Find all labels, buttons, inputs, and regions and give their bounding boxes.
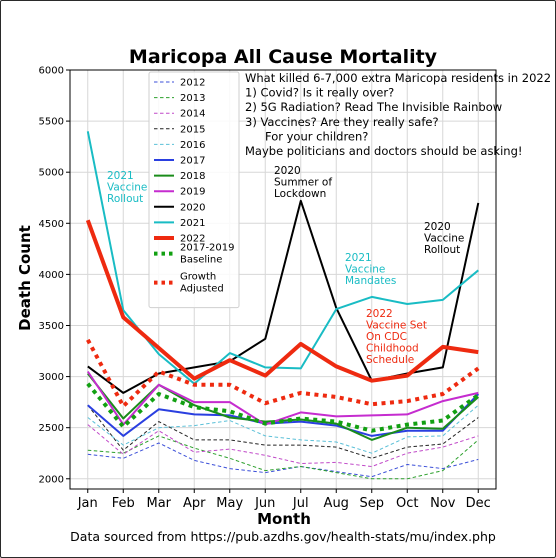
legend-label-2020: 2020 <box>180 202 205 213</box>
y-tick-label: 2500 <box>39 423 64 434</box>
series-line-2017 <box>87 393 480 437</box>
legend-label-2019: 2019 <box>180 187 205 198</box>
axes: 2000 2500 3000 3500 4000 4500 5000 5500 6000 Jan F… <box>39 66 497 511</box>
y-tick-label: 3000 <box>39 372 64 383</box>
y-tick-label: 5500 <box>39 117 64 128</box>
legend-label-2012: 2012 <box>180 78 205 89</box>
y-tick-label: 6000 <box>39 66 64 77</box>
series-line-2019 <box>86 370 479 426</box>
note-line: Maybe politicians and doctors should be … <box>245 144 522 158</box>
legend-label-2021: 2021 <box>180 218 205 229</box>
note-line: For your children? <box>265 129 368 143</box>
x-tick-label: Nov <box>430 496 456 511</box>
plot-frame <box>69 69 497 490</box>
series-line-2013 <box>87 435 479 480</box>
series-line-2022 <box>85 219 479 383</box>
series-line-2016 <box>87 404 479 454</box>
y-tick-label: 5000 <box>39 168 64 179</box>
x-tick-label: May <box>216 496 243 511</box>
legend-label-2022: 2022 <box>180 234 205 245</box>
x-tick-label: Oct <box>396 496 418 511</box>
series-line-2021 <box>86 131 479 385</box>
y-tick-label: 3500 <box>39 321 64 332</box>
note-line: 2) 5G Radiation? Read The Invisible Rain… <box>245 100 502 114</box>
annotation-2021-vaccine-mandates: 2021 Vaccine Mandates <box>345 252 396 287</box>
series-line-2017-2019-baseline <box>86 382 480 433</box>
legend-label-2017: 2017 <box>180 156 205 167</box>
note-line: 3) Vaccines? Are they really safe? <box>245 115 439 129</box>
y-axis-label: Death Count <box>16 225 34 331</box>
y-tick-label: 4000 <box>39 270 64 281</box>
note-line: 1) Covid? Is it really over? <box>245 86 394 100</box>
legend-label-growth-adjusted: Growth Adjusted <box>180 272 224 295</box>
x-tick-label: Mar <box>146 496 171 511</box>
legend-label-2014: 2014 <box>180 109 205 120</box>
note-line: What killed 6-7,000 extra Maricopa resid… <box>245 71 551 85</box>
x-tick-label: Jan <box>77 496 98 511</box>
annotation-2020-vaccine-rollout: 2020 Vaccine Rollout <box>424 221 464 256</box>
legend-label-2017-2019-baseline: 2017-2019 Baseline <box>180 243 235 266</box>
legend-label-2018: 2018 <box>180 171 205 182</box>
x-tick-label: Jul <box>292 496 309 511</box>
annotation-2021-vaccine-rollout: 2021 Vaccine Rollout <box>107 170 147 205</box>
x-tick-label: Jun <box>254 496 275 511</box>
x-tick-label: Apr <box>183 496 206 511</box>
x-tick-label: Dec <box>466 496 491 511</box>
annotation-2020-summer-of-lockdown: 2020 Summer of Lockdown <box>274 165 332 200</box>
x-tick-label: Aug <box>324 496 349 511</box>
series-line-2015 <box>87 404 479 459</box>
chart-title: Maricopa All Cause Mortality <box>129 46 438 68</box>
series-line-growth-adjusted <box>86 338 480 409</box>
annotation-2022-vaccine-set-on-cdc-childhood-schedule: 2022 Vaccine Set On CDC Childhood Schedule <box>366 308 427 366</box>
annotations: 2021 Vaccine Rollout 2020 Summer of Lockdown 2… <box>107 165 464 366</box>
legend: 2012 2013 2014 2015 2016 2017 2018 2019 2020 2021… <box>148 71 240 309</box>
legend-label-2016: 2016 <box>180 140 205 151</box>
series-lines <box>85 131 480 480</box>
legend-box <box>148 71 240 309</box>
y-tick-label: 4500 <box>39 219 64 230</box>
source-text: Data sourced from https://pub.azdhs.gov/… <box>70 529 496 544</box>
series-line-2012 <box>87 442 479 478</box>
legend-label-2015: 2015 <box>180 124 205 135</box>
x-tick-label: Feb <box>112 496 135 511</box>
x-tick-label: Sep <box>359 496 384 511</box>
legend-label-2013: 2013 <box>180 93 205 104</box>
note-block: What killed 6-7,000 extra Maricopa resid… <box>245 71 551 158</box>
y-tick-label: 2000 <box>39 474 64 485</box>
x-axis-label: Month <box>257 510 311 528</box>
